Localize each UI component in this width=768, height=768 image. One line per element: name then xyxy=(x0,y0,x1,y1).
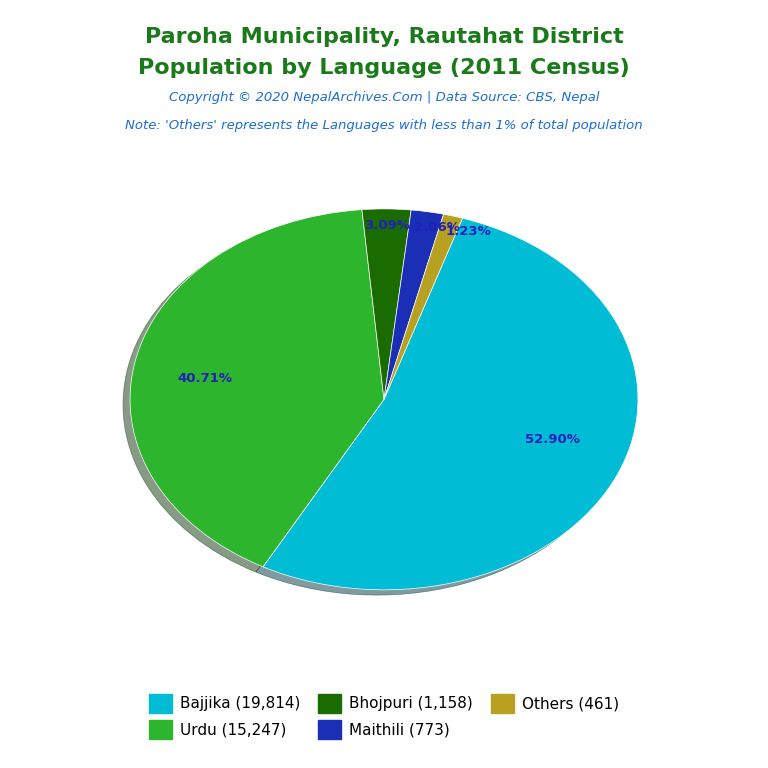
Wedge shape xyxy=(362,209,411,399)
Legend: Bajjika (19,814), Urdu (15,247), Bhojpuri (1,158), Maithili (773), Others (461): Bajjika (19,814), Urdu (15,247), Bhojpur… xyxy=(143,688,625,745)
Text: 3.09%: 3.09% xyxy=(364,219,410,232)
Text: 2.06%: 2.06% xyxy=(414,221,460,234)
Text: Copyright © 2020 NepalArchives.Com | Data Source: CBS, Nepal: Copyright © 2020 NepalArchives.Com | Dat… xyxy=(169,91,599,104)
Text: Note: 'Others' represents the Languages with less than 1% of total population: Note: 'Others' represents the Languages … xyxy=(125,119,643,132)
Wedge shape xyxy=(130,210,384,567)
Text: 1.23%: 1.23% xyxy=(445,225,492,238)
Text: Population by Language (2011 Census): Population by Language (2011 Census) xyxy=(138,58,630,78)
Text: 40.71%: 40.71% xyxy=(177,372,233,385)
Text: 52.90%: 52.90% xyxy=(525,433,580,446)
Wedge shape xyxy=(384,210,444,399)
Text: Paroha Municipality, Rautahat District: Paroha Municipality, Rautahat District xyxy=(144,27,624,47)
Wedge shape xyxy=(384,214,462,399)
Wedge shape xyxy=(263,218,638,590)
